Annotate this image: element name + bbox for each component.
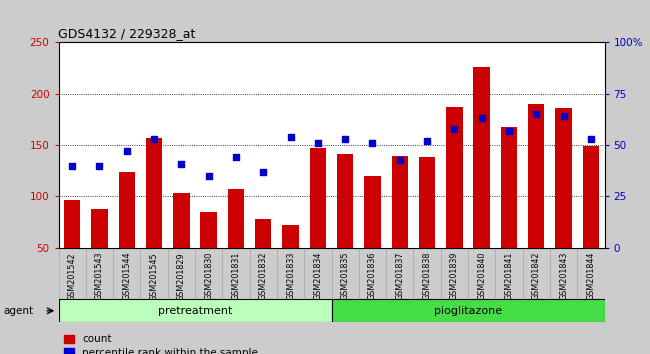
Point [422, 138, 432, 144]
Point [340, 136, 350, 142]
Text: GSM201542: GSM201542 [68, 252, 77, 301]
Bar [495, 248, 523, 299]
Bar [304, 248, 332, 299]
Bar [58, 248, 86, 299]
Point [231, 155, 241, 160]
Point [258, 169, 268, 175]
Text: pioglitazone: pioglitazone [434, 306, 502, 316]
Bar [113, 248, 140, 299]
Text: GSM201830: GSM201830 [204, 252, 213, 300]
Text: GSM201839: GSM201839 [450, 252, 459, 301]
Text: GSM201833: GSM201833 [286, 252, 295, 300]
Bar [227, 189, 244, 299]
Bar [332, 248, 359, 299]
Text: agent: agent [3, 306, 33, 316]
Bar [200, 212, 217, 299]
Point [94, 163, 105, 169]
Point [67, 163, 77, 169]
Point [531, 112, 541, 117]
Bar [419, 158, 436, 299]
Point [367, 140, 378, 146]
Bar [446, 107, 463, 299]
Point [285, 134, 296, 140]
Bar [277, 248, 304, 299]
Point [504, 128, 514, 133]
Point [203, 173, 214, 179]
Point [176, 161, 187, 166]
Point [476, 116, 487, 121]
Bar [146, 138, 162, 299]
Point [586, 136, 596, 142]
Bar [91, 209, 108, 299]
Text: GSM201840: GSM201840 [477, 252, 486, 300]
Bar [500, 127, 517, 299]
Text: GSM201545: GSM201545 [150, 252, 159, 301]
Bar [282, 225, 299, 299]
Bar [413, 248, 441, 299]
Text: GSM201841: GSM201841 [504, 252, 514, 300]
Text: GSM201835: GSM201835 [341, 252, 350, 301]
Text: GSM201543: GSM201543 [95, 252, 104, 301]
Text: GSM201834: GSM201834 [313, 252, 322, 300]
Bar [58, 299, 332, 322]
Text: GSM201838: GSM201838 [422, 252, 432, 300]
Bar [391, 156, 408, 299]
Bar [250, 248, 277, 299]
Bar [550, 248, 577, 299]
Point [395, 157, 405, 162]
Text: GDS4132 / 229328_at: GDS4132 / 229328_at [58, 27, 196, 40]
Point [449, 126, 460, 132]
Bar [468, 248, 495, 299]
Bar [473, 67, 490, 299]
Bar [255, 219, 272, 299]
Bar [332, 299, 604, 322]
Legend: count, percentile rank within the sample: count, percentile rank within the sample [64, 335, 258, 354]
Bar [582, 146, 599, 299]
Bar [309, 148, 326, 299]
Text: GSM201837: GSM201837 [395, 252, 404, 301]
Text: GSM201836: GSM201836 [368, 252, 377, 300]
Text: GSM201842: GSM201842 [532, 252, 541, 301]
Bar [222, 248, 250, 299]
Bar [364, 176, 381, 299]
Bar [173, 193, 190, 299]
Bar [577, 248, 605, 299]
Bar [337, 154, 354, 299]
Bar [118, 172, 135, 299]
Bar [359, 248, 386, 299]
Bar [64, 200, 81, 299]
Bar [523, 248, 550, 299]
Bar [195, 248, 222, 299]
Point [558, 114, 569, 119]
Bar [168, 248, 195, 299]
Bar [555, 108, 572, 299]
Text: pretreatment: pretreatment [158, 306, 232, 316]
Point [149, 136, 159, 142]
Bar [140, 248, 168, 299]
Text: GSM201831: GSM201831 [231, 252, 240, 300]
Point [313, 140, 323, 146]
Text: GSM201843: GSM201843 [559, 252, 568, 300]
Point [122, 148, 132, 154]
Bar [386, 248, 413, 299]
Bar [441, 248, 468, 299]
Text: GSM201832: GSM201832 [259, 252, 268, 301]
Text: GSM201544: GSM201544 [122, 252, 131, 301]
Bar [528, 104, 545, 299]
Bar [86, 248, 113, 299]
Text: GSM201844: GSM201844 [586, 252, 595, 300]
Text: GSM201829: GSM201829 [177, 252, 186, 301]
